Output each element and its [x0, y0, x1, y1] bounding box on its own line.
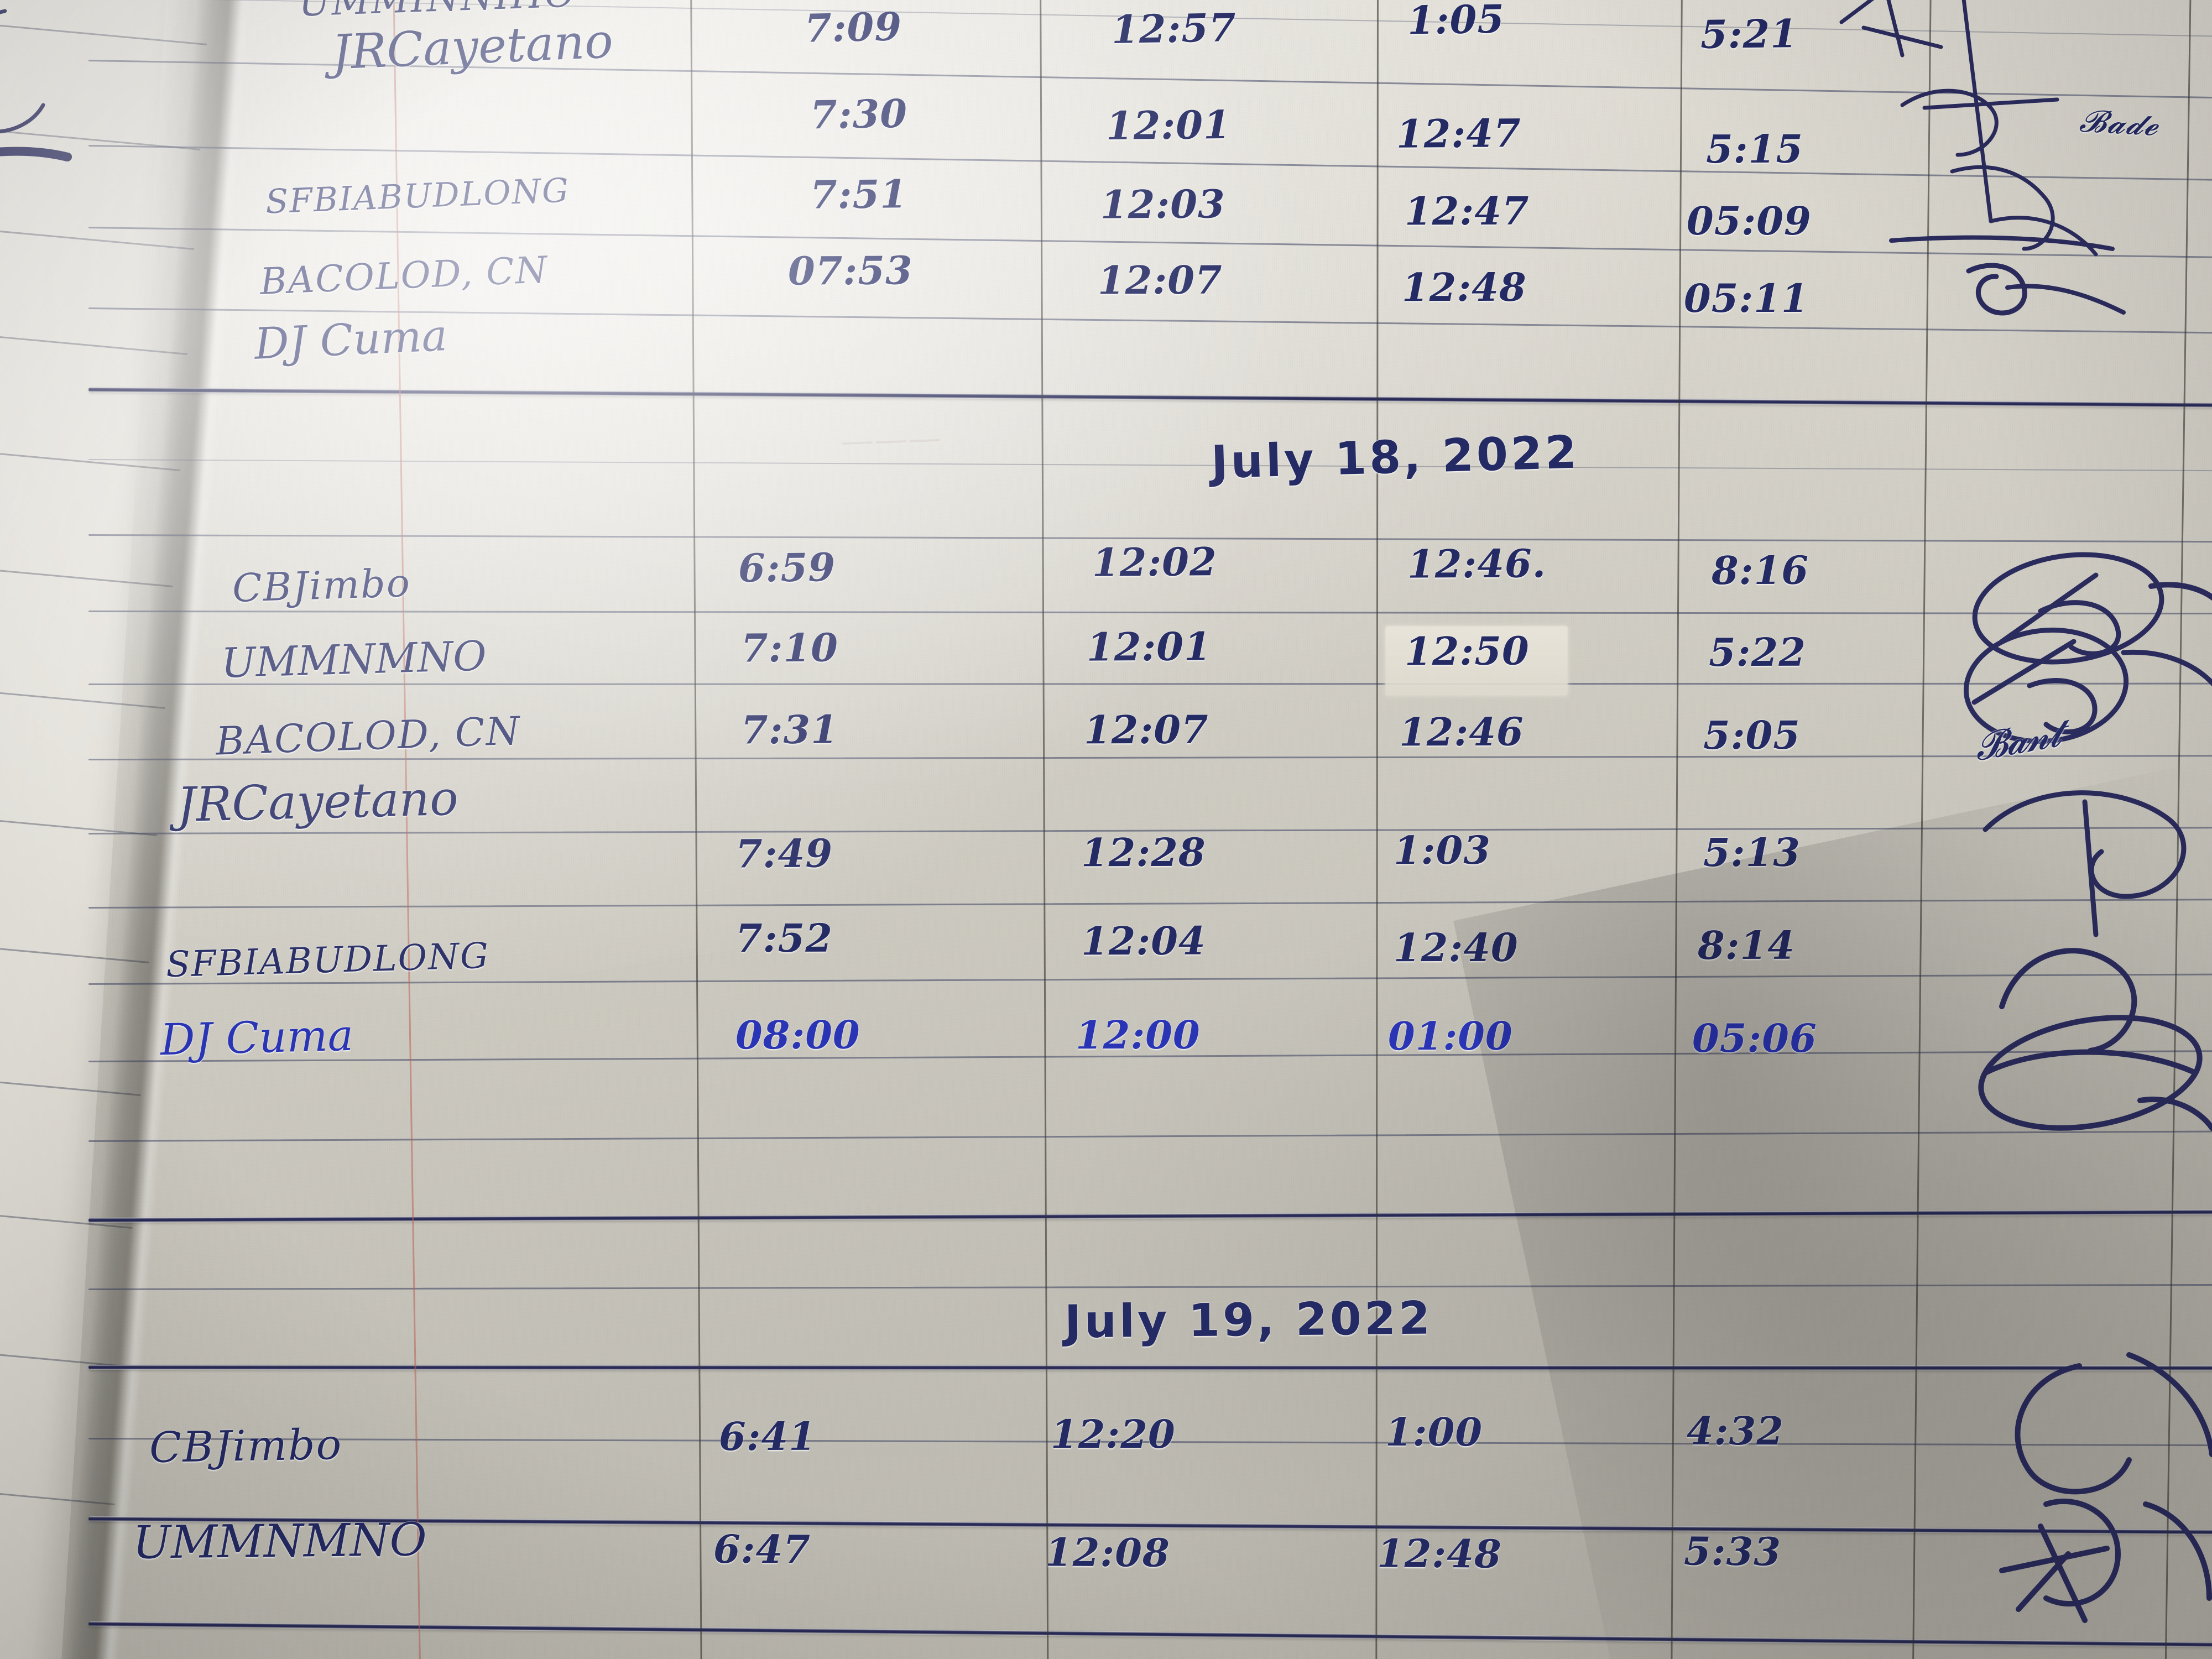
- row-time-in-am: 7:49: [735, 830, 833, 877]
- row-time-out-pm: 05:06: [1692, 1015, 1817, 1061]
- row-name: CBJimbo: [231, 560, 411, 612]
- facing-page-scribble: [0, 0, 105, 232]
- bleedthrough-ghost: ———: [839, 418, 943, 461]
- row-time-in-am: 6:47: [713, 1526, 811, 1573]
- row-time-in-am: 07:53: [787, 247, 913, 294]
- row-time-in-pm: 12:47: [1404, 187, 1530, 234]
- section-date-header: July 19, 2022: [1064, 1292, 1433, 1349]
- row-time-out-am: 12:01: [1086, 623, 1212, 670]
- row-name: DJ Cuma: [159, 1010, 354, 1066]
- row-time-out-pm: 8:14: [1697, 922, 1796, 969]
- row-time-out-am: 12:07: [1083, 706, 1209, 753]
- row-time-out-am: 12:07: [1097, 257, 1223, 304]
- row-time-in-pm: 12:47: [1396, 110, 1521, 157]
- signature-scribble-text: 𝓑𝓪𝓭𝓮: [2078, 103, 2159, 143]
- row-time-out-am: 12:08: [1045, 1529, 1170, 1576]
- row-time-out-pm: 5:22: [1708, 629, 1807, 676]
- row-time-in-pm: 12:40: [1393, 924, 1519, 971]
- row-time-out-pm: 5:21: [1700, 11, 1798, 58]
- row-time-out-am: 12:02: [1092, 539, 1217, 586]
- correction-fluid-patch: [1385, 626, 1568, 696]
- row-time-in-pm: 01:00: [1387, 1013, 1513, 1060]
- row-name: UMMNMNO: [132, 1514, 427, 1569]
- row-name: JRCayetano: [331, 13, 614, 81]
- row-time-in-am: 7:52: [735, 915, 833, 962]
- row-name: DJ Cuma: [253, 311, 448, 369]
- row-time-out-pm: 5:15: [1705, 126, 1804, 173]
- row-time-out-pm: 8:16: [1711, 547, 1809, 594]
- row-time-in-pm: 1:00: [1385, 1408, 1483, 1455]
- row-time-in-am: 7:31: [740, 706, 839, 753]
- row-time-in-am: 08:00: [735, 1011, 860, 1058]
- row-time-in-am: 7:09: [804, 3, 902, 51]
- row-name: CBJimbo: [149, 1419, 343, 1473]
- row-time-in-am: 6:59: [738, 544, 836, 591]
- row-time-in-pm: 12:46: [1399, 708, 1524, 755]
- row-time-in-am: 7:30: [810, 90, 908, 138]
- row-time-in-pm: 12:46.: [1407, 540, 1547, 587]
- row-time-out-am: 12:03: [1100, 181, 1225, 228]
- section-date-header: July 18, 2022: [1210, 426, 1580, 489]
- row-time-out-am: 12:28: [1081, 829, 1206, 876]
- row-time-out-am: 12:01: [1105, 101, 1232, 149]
- row-time-in-pm: 12:48: [1401, 264, 1527, 311]
- row-time-out-am: 12:57: [1111, 4, 1237, 53]
- row-name: JRCayetano: [176, 770, 459, 833]
- row-time-out-am: 12:20: [1051, 1411, 1176, 1457]
- row-time-in-am: 7:10: [740, 624, 839, 671]
- row-time-out-pm-2: 5:33: [1683, 1528, 1782, 1575]
- row-name: UMMNMNO: [220, 632, 487, 687]
- row-time-out-pm: 4:32: [1686, 1407, 1785, 1454]
- row-time-out-am: 12:04: [1081, 917, 1206, 964]
- row-time-out-pm: 5:05: [1703, 712, 1801, 759]
- row-time-out-pm: 05:09: [1687, 198, 1812, 244]
- row-time-out-pm: 05:11: [1684, 275, 1809, 321]
- row-time-out-am: 12:00: [1075, 1011, 1201, 1058]
- row-time-in-pm: 1:05: [1407, 0, 1505, 44]
- row-time-out-pm: 5:13: [1703, 829, 1801, 876]
- row-time-in-pm: 12:50: [1404, 628, 1530, 675]
- row-time-in-am: 6:41: [718, 1413, 817, 1460]
- row-time-in-pm: 1:03: [1393, 827, 1491, 874]
- row-time-out-pm: 12:48: [1376, 1530, 1502, 1577]
- row-time-in-am: 7:51: [810, 171, 908, 218]
